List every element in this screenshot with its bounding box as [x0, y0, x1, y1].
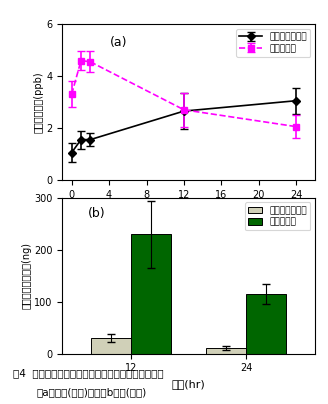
Text: (b): (b) — [88, 206, 105, 220]
Text: （a）血漿(濃度)；　（b）尿(総量): （a）血漿(濃度)； （b）尿(総量) — [36, 387, 146, 397]
Bar — [131, 234, 171, 354]
Y-axis label: アルミニウム含量(ng): アルミニウム含量(ng) — [21, 242, 31, 309]
X-axis label: 時間(hr): 時間(hr) — [172, 379, 205, 389]
Legend: コントロール群, 食べる茶群: コントロール群, 食べる茶群 — [245, 202, 310, 230]
Text: 図4  ラット血漿及び尿中のアルミニウム含有量変化: 図4 ラット血漿及び尿中のアルミニウム含有量変化 — [13, 368, 164, 379]
Text: (a): (a) — [110, 36, 128, 49]
Y-axis label: アルミニウム(ppb): アルミニウム(ppb) — [33, 71, 44, 133]
Legend: コントロール群, 食べる茶群: コントロール群, 食べる茶群 — [236, 29, 310, 57]
X-axis label: 時間(hr): 時間(hr) — [172, 205, 205, 215]
Bar — [206, 348, 246, 354]
Bar — [246, 294, 286, 354]
Bar — [91, 338, 131, 354]
